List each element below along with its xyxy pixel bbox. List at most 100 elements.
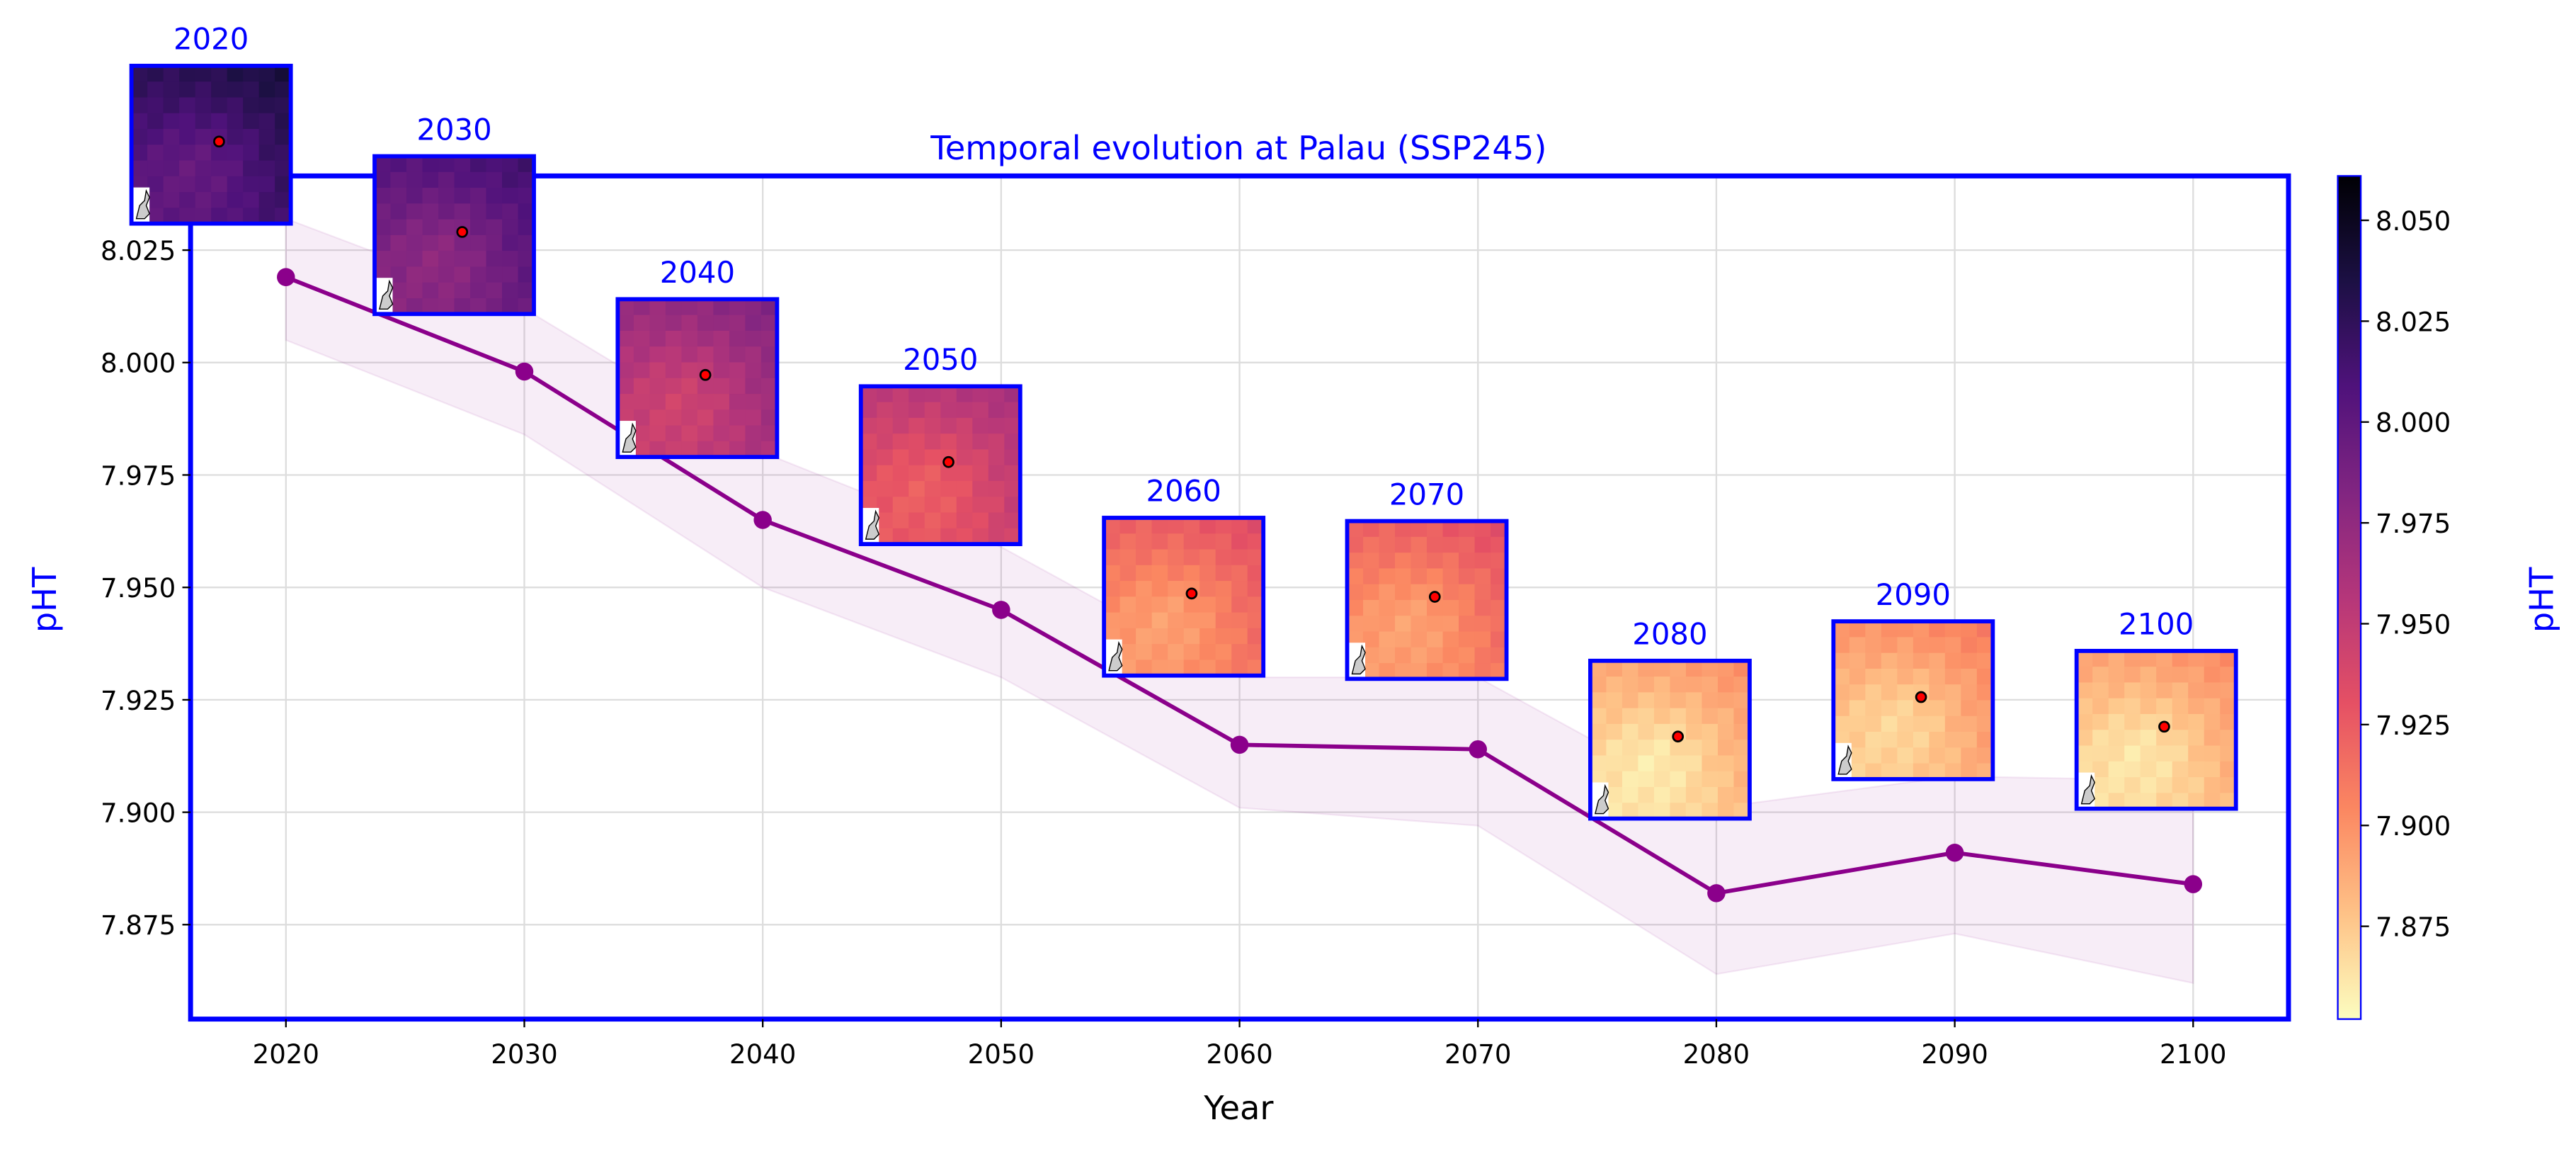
inset-cell: [877, 512, 894, 529]
inset-cell: [179, 145, 196, 162]
inset-cell: [988, 465, 1005, 482]
inset-cell: [1395, 553, 1412, 570]
inset-cell: [1410, 631, 1428, 648]
inset-cell: [1004, 497, 1021, 514]
inset-cell: [2092, 793, 2109, 810]
inset-cell: [243, 176, 260, 193]
inset-cell: [760, 409, 778, 426]
inset-cell: [940, 386, 957, 403]
map-inset: 2030: [372, 112, 536, 317]
colorbar-tick-label: 7.950: [2376, 609, 2451, 640]
inset-cell: [665, 346, 683, 363]
inset-cell: [147, 129, 164, 146]
inset-cell: [1442, 631, 1460, 648]
inset-cell: [1183, 660, 1201, 677]
inset-cell: [1474, 584, 1492, 601]
inset-year-label: 2090: [1876, 577, 1951, 612]
inset-cell: [760, 441, 778, 458]
inset-cell: [1717, 740, 1735, 757]
inset-cell: [1944, 715, 1962, 733]
inset-cell: [1442, 568, 1460, 585]
inset-cell: [1136, 628, 1153, 645]
inset-cell: [1427, 616, 1444, 633]
inset-cell: [924, 480, 942, 498]
inset-cell: [1622, 692, 1639, 709]
inset-cell: [275, 176, 292, 193]
inset-cell: [1606, 723, 1624, 741]
inset-cell: [908, 465, 925, 482]
inset-cell: [1199, 612, 1216, 630]
inset-cell: [697, 346, 714, 363]
inset-cell: [924, 528, 942, 545]
inset-cell: [1638, 803, 1655, 820]
map-insets: 2020 2030 2040 2050 2060 2070 2080 2090 2100: [129, 22, 2238, 821]
inset-cell: [617, 299, 635, 316]
inset-cell: [454, 266, 472, 283]
inset-cell: [1670, 786, 1687, 804]
inset-cell: [745, 441, 763, 458]
inset-cell: [892, 449, 910, 466]
inset-cell: [1491, 536, 1508, 554]
inset-cell: [877, 497, 894, 514]
inset-cell: [211, 176, 228, 193]
inset-cell: [227, 65, 244, 83]
inset-year-label: 2060: [1146, 474, 1221, 509]
inset-cell: [390, 298, 408, 315]
inset-cell: [1199, 596, 1216, 613]
inset-cell: [988, 497, 1005, 514]
inset-cell: [2092, 713, 2109, 731]
inset-cell: [1136, 644, 1153, 661]
inset-cell: [681, 362, 699, 379]
inset-cell: [1395, 599, 1412, 617]
inset-cell: [1183, 565, 1201, 582]
inset-cell: [195, 160, 212, 177]
inset-cell: [1168, 644, 1185, 661]
inset-cell: [924, 449, 942, 466]
inset-cell: [972, 449, 989, 466]
inset-cell: [1363, 599, 1380, 617]
inset-cell: [1929, 621, 1946, 638]
inset-cell: [1119, 517, 1137, 535]
inset-cell: [1929, 700, 1946, 717]
inset-cell: [1427, 647, 1444, 664]
inset-cell: [518, 266, 535, 283]
y-axis-label: pHT: [25, 567, 64, 633]
inset-cell: [422, 171, 440, 189]
inset-cell: [518, 251, 535, 268]
inset-cell: [2156, 761, 2173, 779]
data-point: [1707, 884, 1726, 902]
inset-cell: [1151, 565, 1169, 582]
inset-cell: [163, 160, 181, 177]
inset-cell: [1168, 581, 1185, 598]
inset-cell: [956, 449, 974, 466]
inset-cell: [1833, 684, 1850, 701]
inset-cell: [518, 156, 535, 173]
inset-frame: [1588, 658, 1752, 821]
island-outline-icon: [622, 422, 637, 453]
inset-cell: [1119, 596, 1137, 613]
x-tick-label: 2040: [729, 1039, 796, 1070]
inset-cell: [258, 160, 276, 177]
inset-cell: [1849, 700, 1867, 717]
inset-cell: [1247, 581, 1265, 598]
inset-cell: [1363, 568, 1380, 585]
inset-cell: [1606, 660, 1624, 678]
site-marker: [1428, 591, 1441, 603]
inset-cell: [1395, 631, 1412, 648]
inset-cell: [163, 113, 181, 130]
inset-cell: [1865, 637, 1882, 654]
inset-cell: [1231, 517, 1248, 535]
inset-cell: [1944, 637, 1962, 654]
inset-cell: [1913, 732, 1930, 749]
inset-cell: [518, 282, 535, 300]
inset-cell: [908, 402, 925, 419]
inset-cell: [470, 171, 487, 189]
inset-cell: [1961, 684, 1978, 701]
inset-cell: [179, 113, 196, 130]
inset-cell: [2076, 667, 2094, 684]
inset-cell: [2204, 793, 2221, 810]
inset-cell: [1104, 549, 1121, 566]
inset-cell: [1215, 596, 1233, 613]
inset-cell: [1881, 668, 1898, 686]
inset-cell: [1961, 652, 1978, 670]
